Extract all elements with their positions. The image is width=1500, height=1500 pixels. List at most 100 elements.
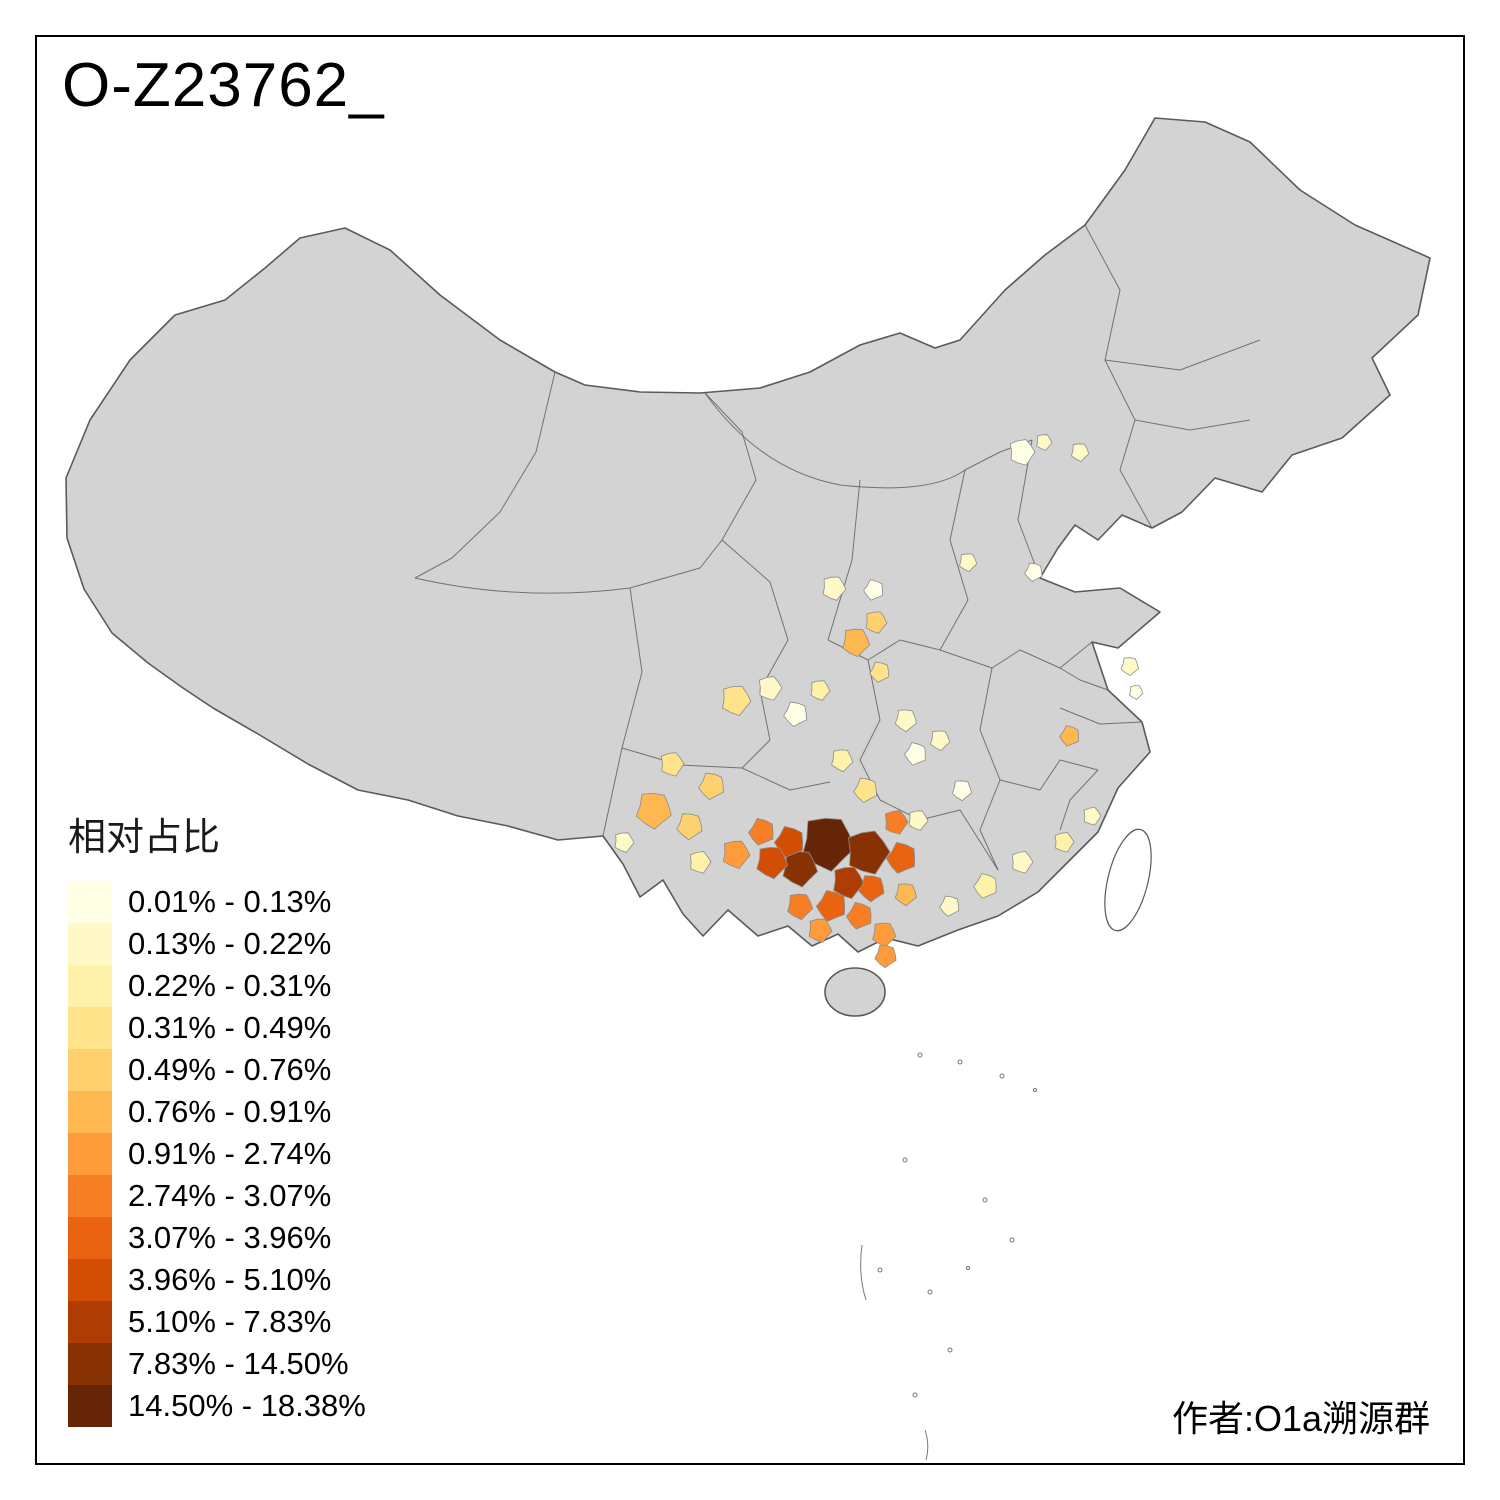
map-region <box>748 818 774 846</box>
map-region <box>904 742 926 766</box>
legend-label: 0.91% - 2.74% <box>128 1136 332 1171</box>
taiwan-island <box>1104 828 1152 932</box>
map-region <box>874 945 897 969</box>
attribution: 作者:O1a溯源群 <box>1171 1398 1430 1439</box>
legend-item: 3.96% - 5.10% <box>68 1259 366 1301</box>
map-region <box>863 579 883 601</box>
south-china-sea-islets <box>860 1052 1037 1461</box>
map-region <box>884 810 909 835</box>
map-region <box>676 813 703 841</box>
legend-swatch <box>68 1259 112 1301</box>
legend-label: 14.50% - 18.38% <box>128 1388 366 1423</box>
map-region <box>939 895 960 917</box>
legend-label: 3.07% - 3.96% <box>128 1220 332 1255</box>
map-region <box>635 792 672 830</box>
legend-swatch <box>68 1007 112 1049</box>
map-region <box>1120 657 1140 676</box>
hainan-island <box>824 967 886 1017</box>
map-region <box>869 661 890 683</box>
map-region <box>1059 725 1079 747</box>
legend-label: 0.31% - 0.49% <box>128 1010 332 1045</box>
map-region <box>847 830 891 875</box>
map-region <box>758 676 783 701</box>
map-region <box>698 772 724 800</box>
map-region <box>885 842 916 874</box>
map-region <box>894 883 917 907</box>
legend-items: 0.01% - 0.13% 0.13% - 0.22% 0.22% - 0.31% 0… <box>68 881 366 1427</box>
map-region <box>959 553 978 572</box>
legend: 相对占比 0.01% - 0.13% 0.13% - 0.22% 0.22% - 0… <box>68 806 366 1427</box>
legend-label: 7.83% - 14.50% <box>128 1346 349 1381</box>
map-region <box>853 777 877 803</box>
legend-swatch <box>68 1091 112 1133</box>
legend-label: 0.76% - 0.91% <box>128 1094 332 1129</box>
legend-item: 5.10% - 7.83% <box>68 1301 366 1343</box>
legend-item: 0.22% - 0.31% <box>68 965 366 1007</box>
map-region <box>614 832 635 853</box>
map-region <box>951 780 973 802</box>
legend-label: 2.74% - 3.07% <box>128 1178 332 1213</box>
map-region <box>1071 443 1090 462</box>
legend-item: 3.07% - 3.96% <box>68 1217 366 1259</box>
legend-label: 0.49% - 0.76% <box>128 1052 332 1087</box>
legend-label: 0.22% - 0.31% <box>128 968 332 1003</box>
map-region <box>1083 806 1102 826</box>
map-region <box>1009 439 1036 466</box>
map-region <box>1128 685 1144 700</box>
map-region <box>660 752 685 777</box>
legend-item: 0.13% - 0.22% <box>68 923 366 965</box>
map-region <box>722 685 752 716</box>
map-region <box>930 730 951 751</box>
map-region <box>722 840 751 869</box>
map-region <box>973 873 997 899</box>
legend-item: 0.91% - 2.74% <box>68 1133 366 1175</box>
legend-swatch <box>68 1133 112 1175</box>
map-region <box>1054 832 1075 853</box>
map-region <box>802 817 855 872</box>
map-region <box>810 680 831 701</box>
map-region <box>783 701 807 727</box>
map-region <box>908 810 929 831</box>
legend-label: 5.10% - 7.83% <box>128 1304 332 1339</box>
map-region <box>1036 434 1053 451</box>
map-region <box>831 749 854 773</box>
legend-label: 0.01% - 0.13% <box>128 884 332 919</box>
map-region <box>815 890 846 922</box>
map-region <box>773 826 804 858</box>
map-region <box>689 851 712 874</box>
map-region <box>1024 562 1043 582</box>
legend-swatch <box>68 1217 112 1259</box>
legend-swatch <box>68 923 112 965</box>
legend-item: 0.76% - 0.91% <box>68 1091 366 1133</box>
legend-swatch <box>68 881 112 923</box>
legend-item: 0.01% - 0.13% <box>68 881 366 923</box>
map-region <box>872 922 897 948</box>
map-region <box>756 846 789 880</box>
legend-swatch <box>68 1301 112 1343</box>
legend-swatch <box>68 965 112 1007</box>
legend-swatch <box>68 1049 112 1091</box>
map-region <box>833 866 865 900</box>
legend-label: 0.13% - 0.22% <box>128 926 332 961</box>
map-region <box>787 893 814 921</box>
legend-item: 14.50% - 18.38% <box>68 1385 366 1427</box>
legend-item: 2.74% - 3.07% <box>68 1175 366 1217</box>
choropleth-regions <box>614 434 1144 969</box>
map-region <box>1011 851 1034 874</box>
map-region <box>822 576 847 601</box>
figure-title: O-Z23762_ <box>62 51 385 120</box>
map-region <box>865 611 888 634</box>
legend-swatch <box>68 1343 112 1385</box>
map-region <box>846 902 872 930</box>
legend-swatch <box>68 1385 112 1427</box>
map-region <box>858 875 885 903</box>
legend-item: 7.83% - 14.50% <box>68 1343 366 1385</box>
legend-label: 3.96% - 5.10% <box>128 1262 332 1297</box>
map-region <box>808 918 833 943</box>
map-region <box>894 709 917 733</box>
legend-item: 0.31% - 0.49% <box>68 1007 366 1049</box>
legend-title: 相对占比 <box>68 817 221 859</box>
legend-item: 0.49% - 0.76% <box>68 1049 366 1091</box>
map-region <box>842 628 871 658</box>
